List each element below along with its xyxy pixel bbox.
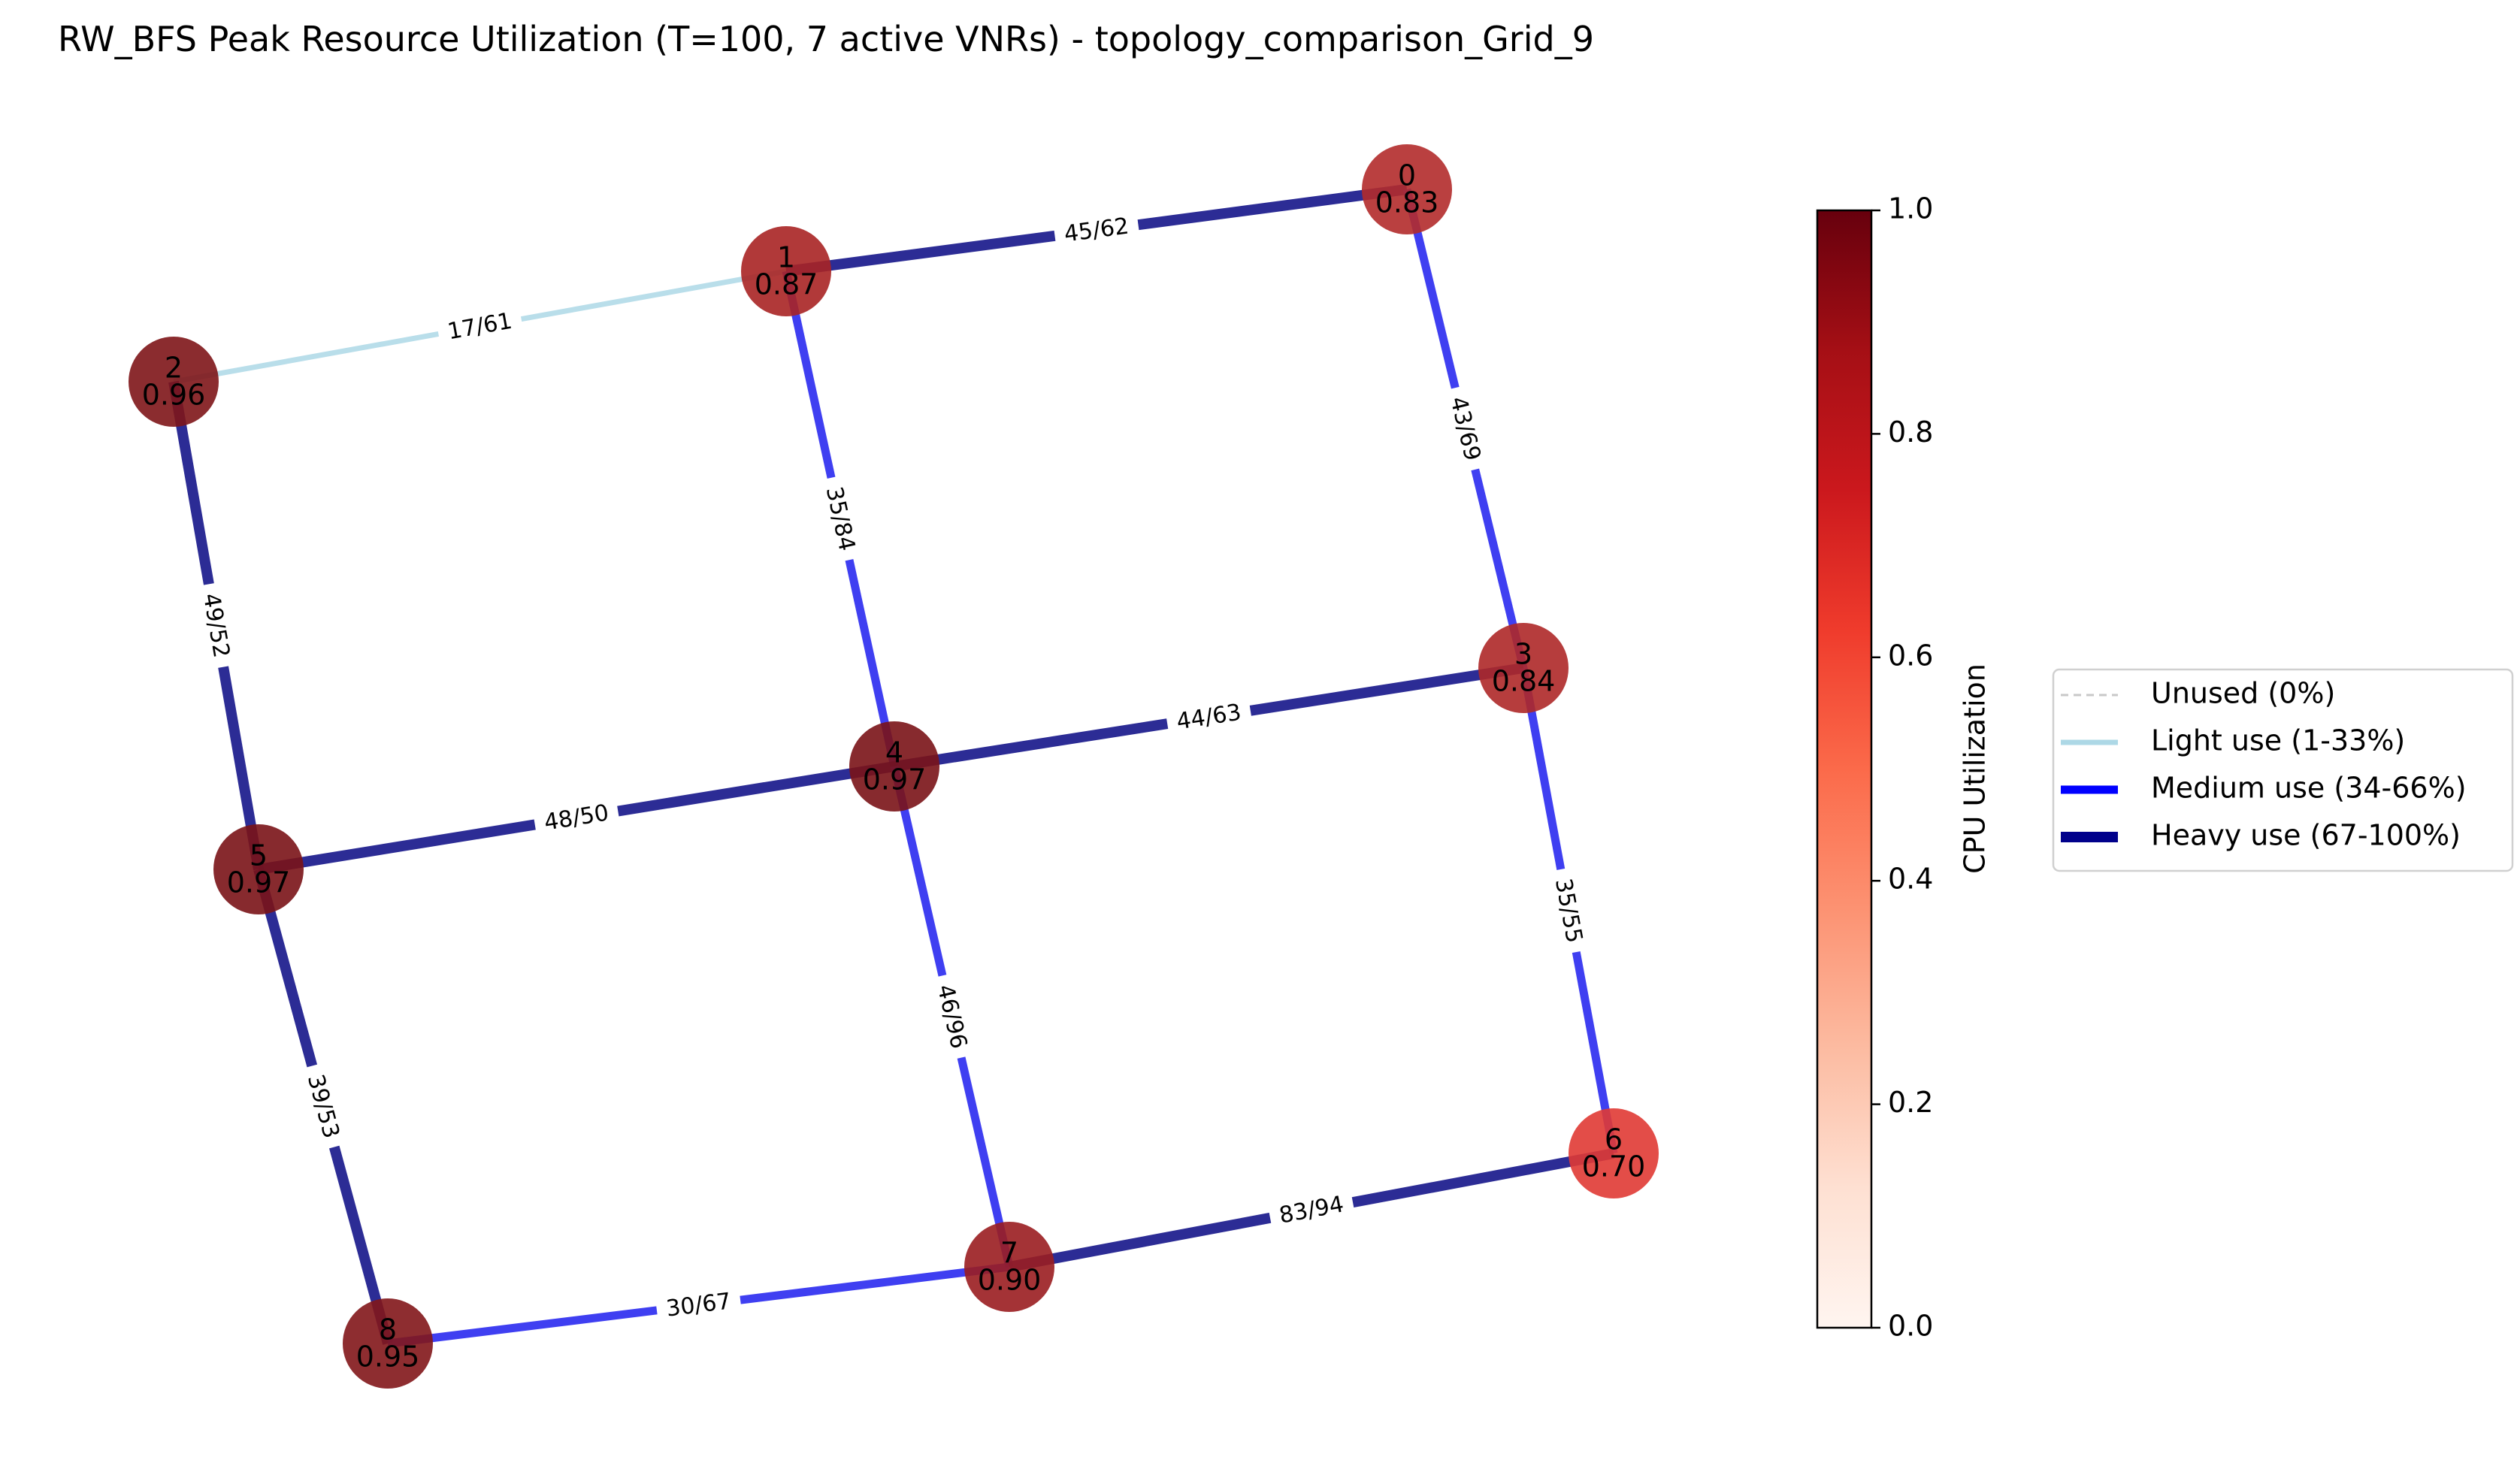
node-circle (213, 824, 304, 914)
edge-label-bg (436, 304, 524, 349)
node-id-label: 3 (1514, 638, 1532, 671)
node-circle (129, 337, 219, 427)
colorbar-label: CPU Utilization (1959, 663, 1992, 874)
node-id-label: 7 (1000, 1237, 1018, 1270)
node-circle (343, 1298, 433, 1389)
node-7: 70.90 (964, 1222, 1054, 1312)
node-circle (1569, 1108, 1659, 1198)
colorbar-gradient (1816, 209, 1873, 1329)
edge-label-0-3: 43/69 (1441, 384, 1490, 473)
colorbar-ticks: 0.0 0.2 0.4 0.6 0.8 1.0 (1871, 192, 1933, 1343)
edge-label-bg (928, 972, 976, 1061)
colorbar-tick-label: 0.6 (1888, 639, 1933, 672)
legend-frame (2052, 668, 2514, 872)
edge-label-2-1: 17/61 (436, 304, 524, 349)
colorbar-tick-label: 1.0 (1888, 192, 1933, 225)
node-1: 10.87 (741, 226, 831, 316)
node-id-label: 2 (165, 352, 183, 385)
edge-label-text: 83/94 (1277, 1191, 1345, 1229)
edge-label-text: 17/61 (446, 308, 514, 346)
edge-label-bg (195, 582, 237, 669)
node-id-label: 8 (379, 1313, 397, 1347)
node-id-label: 4 (885, 736, 903, 769)
edge-label-4-3: 44/63 (1165, 697, 1253, 738)
legend-label: Unused (0%) (2151, 677, 2335, 710)
edge-label-bg (655, 1286, 743, 1325)
edge-label-2-5: 49/52 (195, 582, 237, 669)
edge-label-4-7: 46/96 (928, 972, 976, 1061)
edge-label-text: 48/50 (543, 799, 611, 836)
node-util-label: 0.70 (1582, 1150, 1646, 1183)
edge-label-5-4: 48/50 (532, 796, 621, 839)
legend-label: Heavy use (67-100%) (2151, 819, 2461, 852)
legend: Unused (0%) Light use (1-33%) Medium use (… (2052, 668, 2514, 872)
node-6: 60.70 (1569, 1108, 1659, 1198)
edge-label-text: 30/67 (664, 1288, 732, 1322)
node-util-label: 0.84 (1492, 665, 1556, 698)
node-util-label: 0.95 (356, 1340, 420, 1374)
legend-label: Light use (1-33%) (2151, 724, 2405, 757)
edge-label-bg (1052, 210, 1141, 250)
edge-label-3-6: 35/55 (1547, 866, 1590, 955)
edge-label-1-0: 45/62 (1052, 210, 1141, 250)
node-id-label: 5 (250, 839, 268, 872)
node-util-label: 0.97 (227, 866, 291, 899)
colorbar-tick-label: 0.2 (1888, 1086, 1933, 1119)
node-circle (849, 721, 939, 812)
edge-label-bg (298, 1062, 349, 1151)
node-circle (741, 226, 831, 316)
edge-label-1-4: 35/84 (817, 474, 864, 564)
node-3: 30.84 (1478, 623, 1569, 713)
edge-label-bg (817, 474, 864, 564)
edge-label-text: 45/62 (1063, 213, 1130, 247)
node-8: 80.95 (343, 1298, 433, 1389)
edge-label-text: 39/53 (302, 1071, 345, 1141)
node-4: 40.97 (849, 721, 939, 812)
edge-label-7-6: 83/94 (1267, 1188, 1356, 1232)
edge-label-bg (1165, 697, 1253, 738)
node-circle (1362, 144, 1452, 234)
colorbar-tick-label: 0.0 (1888, 1310, 1933, 1343)
node-0: 00.83 (1362, 144, 1452, 234)
colorbar-tick-label: 0.4 (1888, 863, 1933, 896)
edge-label-text: 49/52 (198, 591, 234, 660)
node-circle (964, 1222, 1054, 1312)
node-circle (1478, 623, 1569, 713)
edge-label-bg (1267, 1188, 1356, 1232)
node-5: 50.97 (213, 824, 304, 914)
edge-label-bg (532, 796, 621, 839)
node-util-label: 0.96 (142, 379, 206, 412)
node-id-label: 0 (1398, 159, 1416, 192)
colorbar: 0.0 0.2 0.4 0.6 0.8 1.0 CPU Utilization (1816, 192, 1992, 1343)
node-util-label: 0.90 (978, 1264, 1042, 1297)
edge-label-text: 44/63 (1175, 700, 1243, 736)
node-util-label: 0.83 (1375, 186, 1439, 219)
edge-label-text: 35/55 (1550, 876, 1587, 945)
node-id-label: 6 (1605, 1123, 1623, 1156)
node-id-label: 1 (777, 241, 795, 274)
edge-label-bg (1547, 866, 1590, 955)
node-util-label: 0.87 (755, 268, 818, 301)
colorbar-tick-label: 0.8 (1888, 416, 1933, 449)
node-util-label: 0.97 (863, 763, 927, 796)
legend-items: Unused (0%) Light use (1-33%) Medium use (… (2061, 677, 2467, 852)
legend-label: Medium use (34-66%) (2151, 772, 2467, 805)
nodes-layer: 00.8310.8720.9630.8440.9750.9760.7070.90… (129, 144, 1659, 1389)
figure-title: RW_BFS Peak Resource Utilization (T=100,… (58, 19, 1594, 59)
edge-label-8-7: 30/67 (655, 1286, 743, 1325)
edge-label-5-8: 39/53 (298, 1062, 349, 1151)
edge-label-bg (1441, 384, 1490, 473)
node-2: 20.96 (129, 337, 219, 427)
